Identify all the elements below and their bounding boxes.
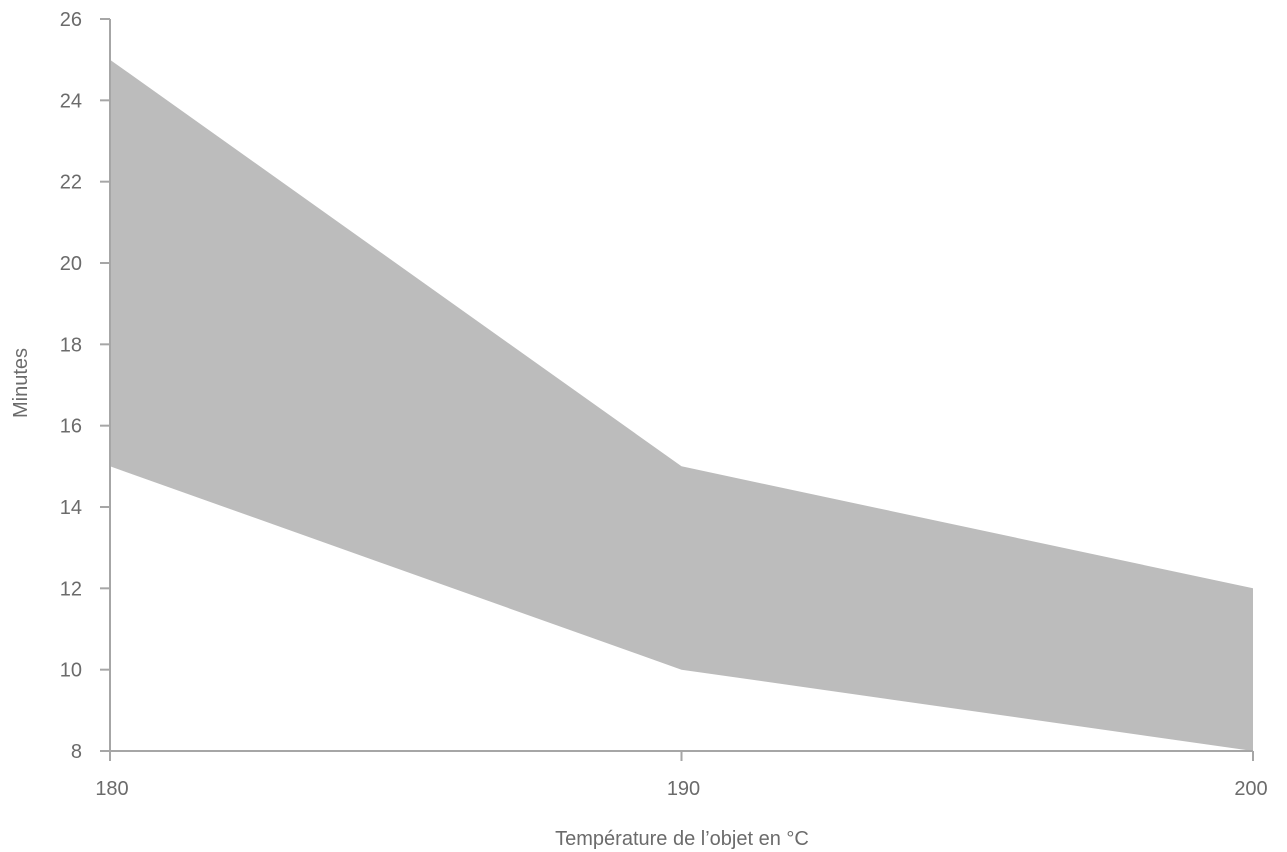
range-band-area xyxy=(110,59,1253,751)
y-axis-ticks: 8 10 12 14 16 18 20 22 24 26 xyxy=(60,9,110,763)
y-tick-label: 8 xyxy=(71,741,82,763)
y-tick-label: 24 xyxy=(60,90,82,112)
y-tick-label: 16 xyxy=(60,416,82,438)
x-tick-label: 180 xyxy=(95,778,128,800)
x-axis-ticks: 180 190 200 xyxy=(95,751,1268,800)
y-tick-label: 14 xyxy=(60,497,82,519)
y-tick-label: 12 xyxy=(60,578,82,600)
x-axis-title: Température de l’objet en °C xyxy=(555,828,809,850)
x-tick-label: 190 xyxy=(667,778,700,800)
y-tick-label: 10 xyxy=(60,660,82,682)
x-tick-label: 200 xyxy=(1234,778,1267,800)
y-tick-label: 20 xyxy=(60,253,82,275)
y-tick-label: 26 xyxy=(60,9,82,31)
y-axis-title: Minutes xyxy=(10,348,32,418)
y-tick-label: 22 xyxy=(60,172,82,194)
y-tick-label: 18 xyxy=(60,334,82,356)
